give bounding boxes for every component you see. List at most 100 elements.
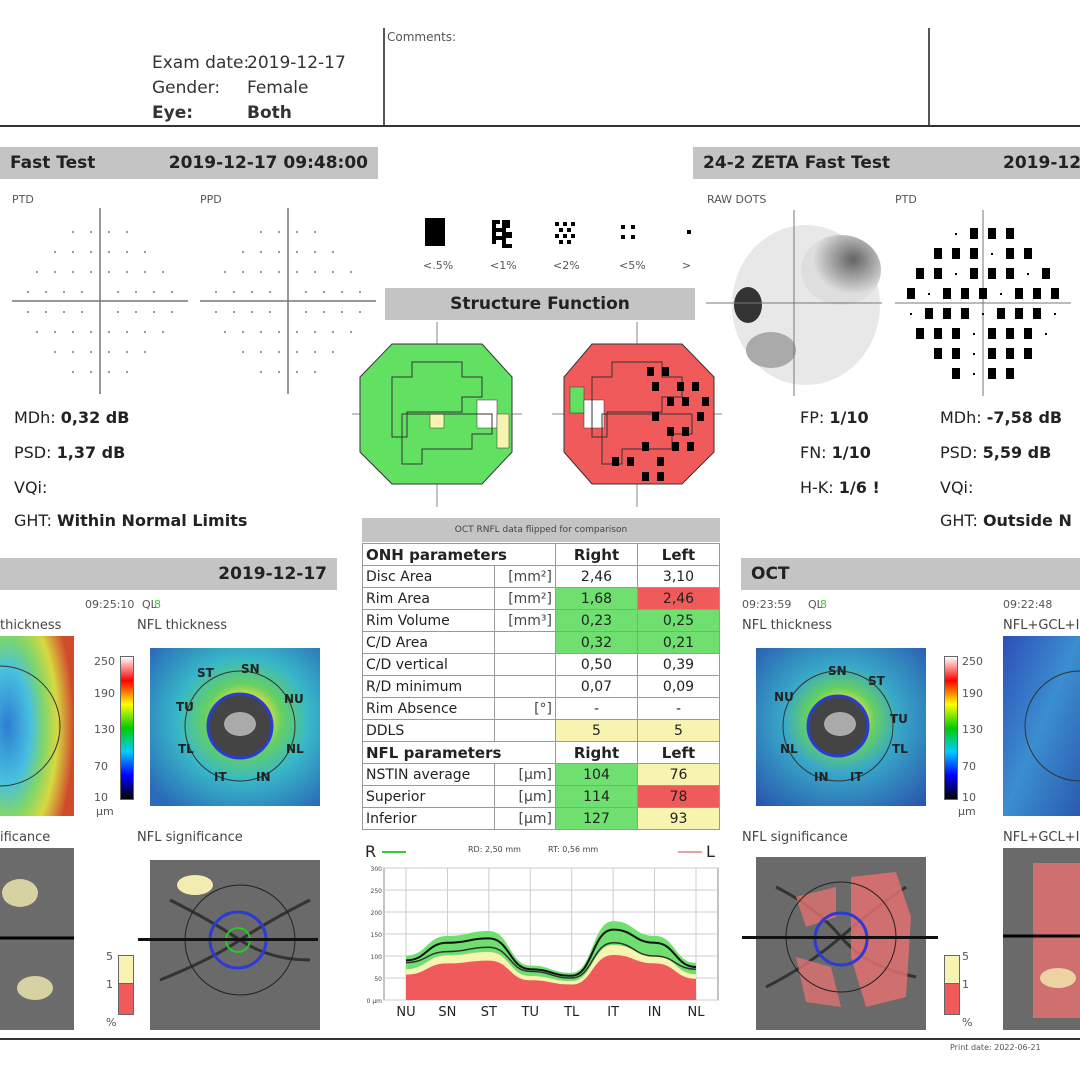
- vf-defect: [952, 328, 960, 339]
- left-vf-title: Fast Test: [10, 153, 96, 173]
- left-eye-value: 93: [637, 807, 720, 830]
- left-sig-1: 1: [106, 978, 113, 991]
- vf-point: [36, 271, 38, 273]
- right-significance-scanline: [742, 936, 938, 939]
- vf-defect: [1015, 308, 1023, 319]
- vf-point: [72, 371, 74, 373]
- right-eye-value: 127: [555, 807, 638, 830]
- vf-point: [1045, 333, 1047, 335]
- left-vf-datetime: 2019-12-17 09:48:00: [168, 153, 368, 173]
- vf-point: [955, 273, 957, 275]
- vf-point: [144, 331, 146, 333]
- right-vqi: VQi:: [940, 478, 974, 497]
- parameter-unit: [µm]: [494, 763, 556, 786]
- vf-defect: [934, 348, 942, 359]
- left-sector-nu: NU: [284, 692, 304, 706]
- vf-defect: [934, 328, 942, 339]
- print-date: Print date: 2022-06-21: [950, 1043, 1041, 1052]
- left-nfl-thickness-map: [150, 648, 320, 806]
- right-eye-value: 0,50: [555, 653, 638, 676]
- vf-point: [928, 293, 930, 295]
- vf-point: [126, 271, 128, 273]
- left-eye-value: 78: [637, 785, 720, 808]
- sf-defect: [687, 442, 694, 451]
- vf-defect: [1015, 288, 1023, 299]
- left-sig-yellow-swatch: [118, 955, 134, 985]
- vf-point: [296, 371, 298, 373]
- left-vqi: VQi:: [14, 478, 48, 497]
- right-nfl-significance-map: [756, 857, 926, 1030]
- parameter-name: Rim Volume: [361, 609, 496, 632]
- sf-defect: [652, 412, 659, 421]
- vf-defect: [1051, 288, 1059, 299]
- vf-point: [233, 311, 235, 313]
- left-thickness-map: [0, 636, 74, 816]
- right-sig-unit: %: [962, 1016, 973, 1029]
- right-nfl-thickness-label: NFL thickness: [742, 618, 832, 633]
- right-nfl-gcl-map: [1003, 636, 1080, 816]
- outside-band: [406, 954, 696, 1000]
- left-sector-tl: TL: [178, 742, 194, 756]
- vf-defect: [1024, 328, 1032, 339]
- parameter-name: R/D minimum: [361, 675, 496, 698]
- hk-stat: H-K: 1/6 !: [800, 478, 880, 497]
- vf-point: [108, 271, 110, 273]
- vf-point: [982, 313, 984, 315]
- table-row: R/D minimum 0,07 0,09: [361, 675, 720, 698]
- vf-point: [153, 291, 155, 293]
- vf-defect: [988, 268, 996, 279]
- right-sig-yellow-swatch: [944, 955, 960, 985]
- parameter-name: NSTIN average: [361, 763, 496, 786]
- left-eye-value: 3,10: [637, 565, 720, 588]
- vf-point: [341, 291, 343, 293]
- left-sector-st: ST: [197, 666, 214, 680]
- left-scale-10: 10: [94, 791, 108, 804]
- vf-point: [1000, 293, 1002, 295]
- vf-point: [278, 251, 280, 253]
- vf-defect: [988, 368, 996, 379]
- vf-point: [260, 271, 262, 273]
- right-sector-in: IN: [814, 770, 829, 784]
- parameter-unit: [°]: [494, 697, 556, 720]
- left-sig-red-swatch: [118, 983, 134, 1015]
- left-mdh: MDh: 0,32 dB: [14, 408, 130, 427]
- x-tick-label: TL: [563, 1005, 580, 1020]
- left-eye-value: 5: [637, 719, 720, 742]
- vf-point: [1054, 313, 1056, 315]
- vf-point: [117, 311, 119, 313]
- vf-point: [287, 291, 289, 293]
- vf-defect: [1006, 328, 1014, 339]
- vf-point: [45, 311, 47, 313]
- left-eye-value: 0,25: [637, 609, 720, 632]
- vf-point: [72, 351, 74, 353]
- vf-point: [99, 291, 101, 293]
- vf-point: [171, 311, 173, 313]
- left-eye-value: 76: [637, 763, 720, 786]
- tsnit-rd: RD: 2,50 mm: [468, 845, 521, 854]
- vf-defect: [1042, 268, 1050, 279]
- vf-defect: [1024, 348, 1032, 359]
- vf-point: [90, 251, 92, 253]
- right-column-header: Right: [555, 543, 638, 566]
- left-sig-unit: %: [106, 1016, 117, 1029]
- sf-defect: [652, 382, 659, 391]
- right-vf-title: 24-2 ZETA Fast Test: [703, 153, 891, 173]
- table-row: DDLS 5 5: [361, 719, 720, 742]
- vf-point: [45, 291, 47, 293]
- vf-point: [99, 311, 101, 313]
- right-eye-value: 114: [555, 785, 638, 808]
- vf-defect: [952, 248, 960, 259]
- right-scale-190: 190: [962, 687, 983, 700]
- table-row: C/D Area 0,32 0,21: [361, 631, 720, 654]
- vf-point: [278, 331, 280, 333]
- vf-point: [233, 291, 235, 293]
- vf-point: [162, 271, 164, 273]
- vf-defect: [1006, 228, 1014, 239]
- eye-label: Eye:: [152, 103, 194, 123]
- vf-point: [117, 291, 119, 293]
- legend-symbol-2: [555, 222, 575, 244]
- x-tick-label: SN: [438, 1005, 456, 1020]
- left-oct-ql-label: QL: [142, 598, 157, 611]
- vf-point: [296, 331, 298, 333]
- vf-point: [260, 331, 262, 333]
